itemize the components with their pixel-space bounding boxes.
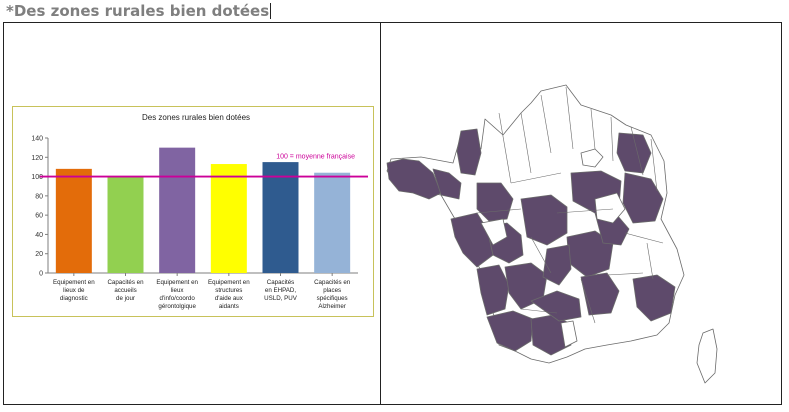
x-tick-label: Capacités en EHPAD, USLD, PUV [264,279,298,302]
bar [159,147,196,273]
y-tick-label: 60 [35,213,43,220]
x-tick-label: Capacités en accueils de jour [107,279,144,302]
france-departments-map [386,84,718,384]
department-region [480,218,508,246]
department-region [386,158,442,200]
department-region [432,168,462,200]
x-tick-label: Equipement en structures d'aide aux aidants [208,279,250,310]
department-boundary [590,108,596,150]
department-region [530,290,582,322]
department-boundary [606,272,644,276]
corsica [696,328,718,384]
reference-line-label: 100 = moyenne française [276,153,355,160]
y-tick-label: 100 [31,174,43,181]
department-region [580,272,620,316]
y-tick-label: 80 [35,193,43,200]
department-region [486,310,534,352]
y-tick-label: 140 [31,136,43,143]
department-boundary [624,232,664,244]
department-boundary [565,86,574,150]
department-boundary [646,242,654,280]
department-region [476,182,514,222]
department-region [542,244,572,286]
department-boundary [510,172,562,184]
x-tick-label: Equipement en lieux d'info/coordo gérontolg… [156,279,198,310]
bar [262,162,299,273]
department-region [594,192,626,224]
department-boundary [580,278,596,324]
department-boundary [610,116,614,162]
page-title: *Des zones rurales bien dotées [6,2,272,20]
x-tick-label: Equipement en lieux de diagnostic [53,279,95,302]
department-region [622,172,664,224]
y-tick-label: 120 [31,155,43,162]
text-cursor [270,3,272,19]
bar-chart: Des zones rurales bien dotées 0 20 40 60 80 1… [12,106,374,317]
y-tick-label: 40 [35,232,43,239]
department-region [616,132,652,174]
bar [210,164,247,273]
department-region [632,274,676,322]
department-region [520,194,568,246]
table-divider [380,22,381,405]
bar [55,168,92,273]
y-tick-label: 20 [35,251,43,258]
bar [107,176,144,273]
y-tick-label: 0 [39,271,43,278]
department-boundary [540,94,552,154]
department-boundary [498,112,512,184]
department-region [560,320,578,348]
department-boundary [630,126,644,176]
department-boundary [556,208,614,214]
department-boundary [530,236,552,274]
x-tick-label: Capacités en places spécifiques Alzheimer [314,279,351,310]
department-region [580,148,604,168]
department-region [456,128,482,176]
chart-canvas: Des zones rurales bien dotées 0 20 40 60 80 1… [31,113,368,310]
department-boundary [650,138,658,192]
department-boundary [520,112,532,174]
department-boundary [520,308,558,314]
bar [314,172,351,273]
content-table [3,22,782,405]
department-boundary [476,208,522,214]
chart-title: Des zones rurales bien dotées [142,113,250,122]
department-region [476,264,510,316]
